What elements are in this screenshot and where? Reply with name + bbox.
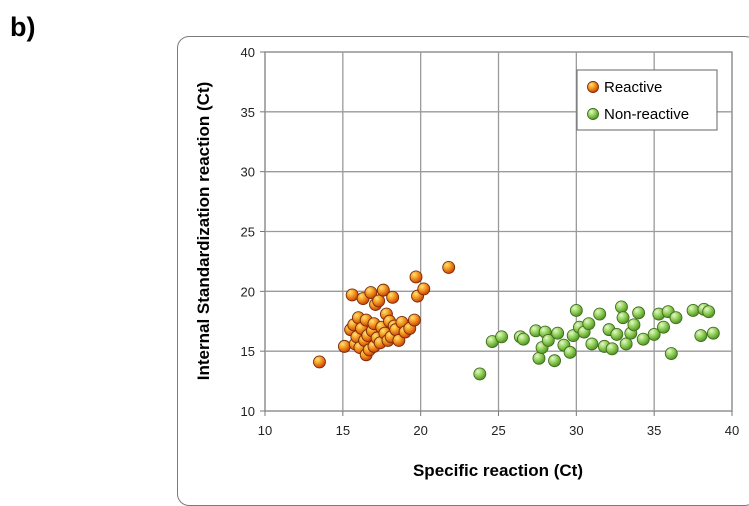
legend-marker [587, 81, 599, 93]
data-point-non-reactive [495, 330, 509, 344]
data-point-non-reactive [702, 305, 716, 319]
data-points [313, 260, 720, 381]
x-tick-label: 25 [491, 423, 505, 438]
data-point-non-reactive [532, 351, 546, 365]
data-point-non-reactive [694, 329, 708, 343]
x-tick-label: 35 [647, 423, 661, 438]
y-tick-label: 10 [241, 404, 255, 419]
data-point-non-reactive [516, 332, 530, 346]
data-point-non-reactive [585, 337, 599, 351]
panel-label: b) [10, 12, 36, 42]
data-point-reactive [386, 290, 400, 304]
x-tick-label: 10 [258, 423, 272, 438]
data-point-non-reactive [632, 306, 646, 320]
data-point-non-reactive [619, 337, 633, 351]
data-point-non-reactive [569, 304, 583, 317]
legend-marker [587, 108, 599, 120]
data-point-non-reactive [605, 342, 619, 356]
data-point-non-reactive [593, 307, 607, 321]
y-tick-label: 25 [241, 225, 255, 240]
data-point-non-reactive [473, 367, 487, 381]
data-point-non-reactive [647, 327, 661, 341]
data-point-non-reactive [615, 300, 628, 314]
data-point-reactive [337, 339, 351, 353]
y-tick-label: 15 [241, 344, 255, 359]
legend-box [576, 69, 718, 131]
data-point-reactive [372, 294, 386, 308]
data-point-non-reactive [706, 326, 720, 340]
data-point-non-reactive [563, 345, 577, 359]
y-tick-label: 35 [241, 105, 255, 120]
data-point-non-reactive [636, 332, 650, 346]
x-tick-label: 40 [725, 423, 739, 438]
data-point-reactive [345, 288, 359, 302]
data-point-non-reactive [582, 317, 596, 331]
y-tick-label: 30 [241, 165, 255, 180]
x-tick-label: 15 [336, 423, 350, 438]
data-point-reactive [417, 282, 431, 296]
data-point-non-reactive [664, 347, 678, 361]
data-point-reactive [376, 283, 390, 297]
y-tick-label: 20 [241, 284, 255, 299]
legend-label: Non-reactive [604, 106, 689, 123]
tick-labels: 10 15 20 25 30 35 40 10 15 20 25 30 35 40 [241, 45, 740, 438]
y-axis-title: Internal Standardization reaction (Ct) [194, 82, 213, 380]
data-point-reactive [442, 260, 456, 274]
legend: Reactive Non-reactive [576, 69, 718, 131]
x-axis-title: Specific reaction (Ct) [413, 461, 583, 480]
data-point-non-reactive [669, 311, 683, 325]
x-tick-label: 30 [569, 423, 583, 438]
data-point-non-reactive [657, 320, 670, 334]
data-point-non-reactive [616, 311, 630, 325]
y-tick-label: 40 [241, 45, 255, 60]
data-point-reactive [409, 270, 423, 284]
data-point-non-reactive [548, 354, 561, 368]
legend-label: Reactive [604, 79, 662, 96]
data-point-non-reactive [551, 326, 565, 340]
data-point-non-reactive [541, 333, 555, 347]
x-tick-label: 20 [413, 423, 427, 438]
data-point-reactive [364, 286, 378, 299]
data-point-non-reactive [627, 318, 641, 332]
data-point-reactive [313, 355, 326, 369]
data-point-reactive [407, 313, 421, 327]
data-point-non-reactive [686, 304, 700, 317]
data-point-non-reactive [610, 327, 624, 341]
